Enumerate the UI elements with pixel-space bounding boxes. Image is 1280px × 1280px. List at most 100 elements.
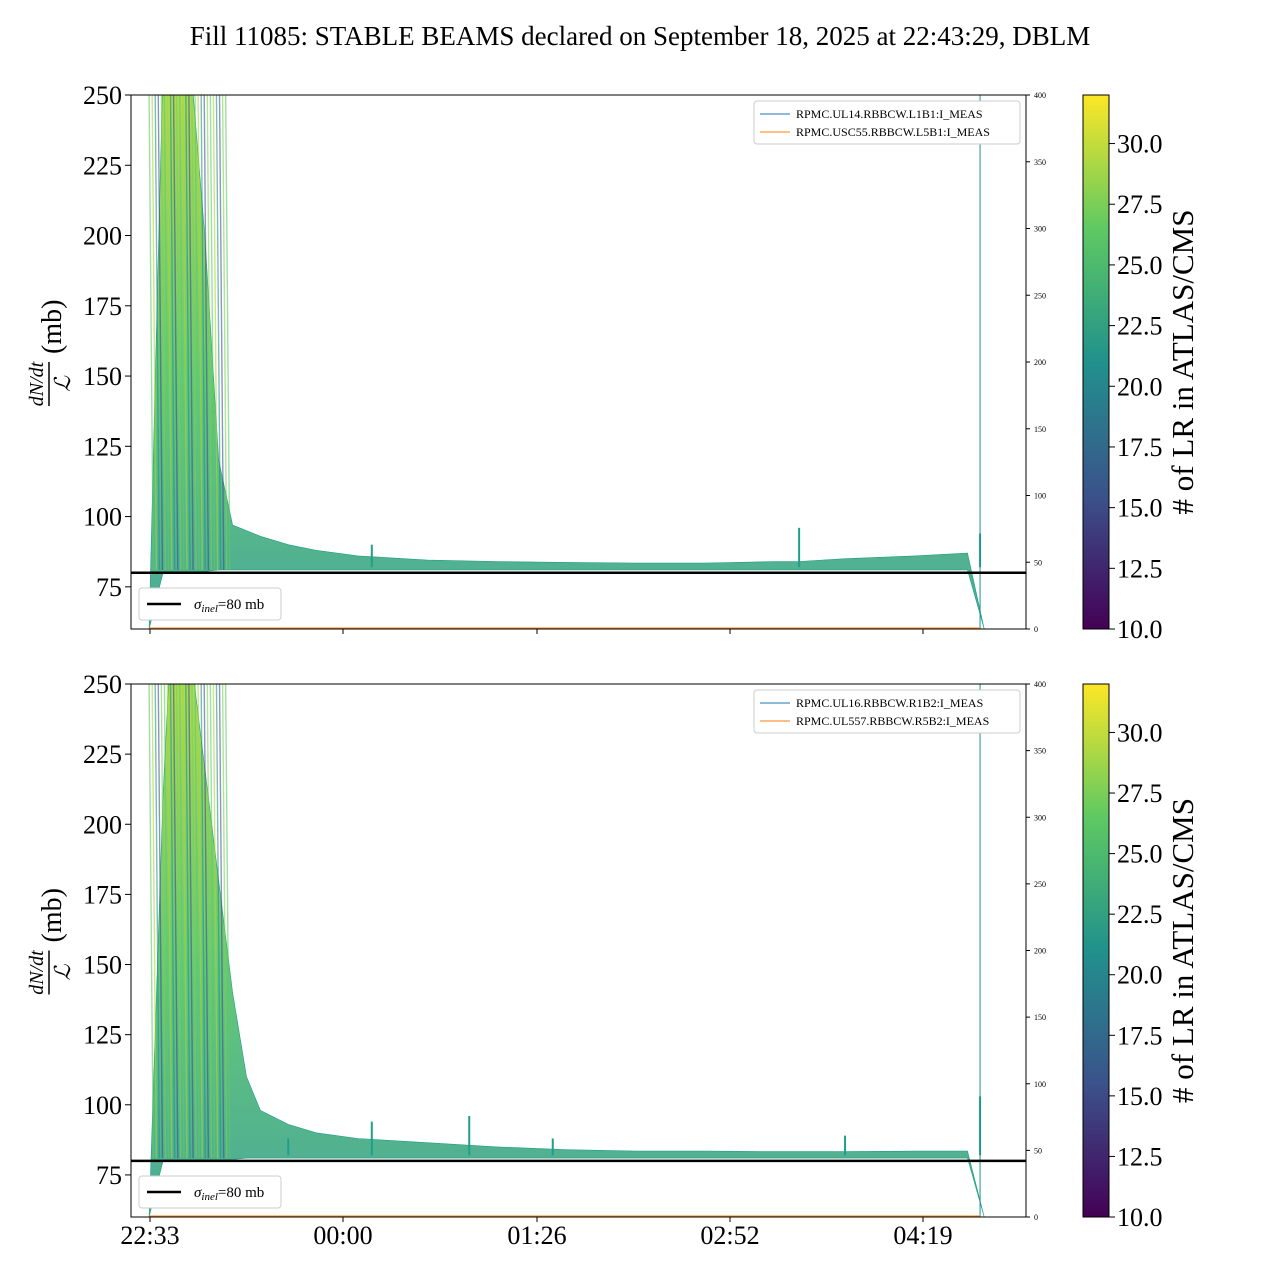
y-tick-label: 200 <box>83 222 122 251</box>
data-strand <box>212 95 219 570</box>
data-strand <box>172 95 179 570</box>
y2-tick-label: 400 <box>1034 91 1046 100</box>
x-tick-label: 02:52 <box>700 1221 759 1250</box>
reference-legend: σinel=80 mb <box>138 1175 282 1209</box>
early-strands <box>148 684 231 1159</box>
reference-legend-label: σinel=80 mb <box>194 597 264 615</box>
plot-area <box>148 684 1026 1217</box>
data-strand <box>160 684 167 1159</box>
bottom-panel: 75 100 125 150 175 200 225 250 0 50 100 150 200 250 30… <box>26 670 1200 1250</box>
y-tick-label: 250 <box>83 670 122 699</box>
data-strand <box>182 95 188 570</box>
data-strand <box>160 95 167 570</box>
data-strand <box>169 95 176 570</box>
colorbar-label: # of LR in ATLAS/CMS <box>1165 210 1200 515</box>
data-strand <box>224 684 231 1159</box>
y-label-unit: (mb) <box>37 300 68 354</box>
y-label-denominator: ℒ <box>50 963 75 980</box>
data-strand <box>203 684 210 1159</box>
reference-legend-box <box>138 1175 282 1209</box>
y2-tick-label: 400 <box>1034 680 1046 689</box>
data-strand <box>206 684 213 1159</box>
colorbar-tick-label: 25.0 <box>1117 251 1163 280</box>
y2-tick-label: 250 <box>1034 291 1046 300</box>
x-tick-label: 00:00 <box>313 1221 372 1250</box>
data-strand <box>209 95 216 570</box>
colorbar-tick-label: 20.0 <box>1117 372 1163 401</box>
colorbar-tick-label: 22.5 <box>1117 312 1163 341</box>
data-strand <box>224 95 231 570</box>
figure-title: Fill 11085: STABLE BEAMS declared on Sep… <box>190 21 1091 51</box>
y-tick-label: 250 <box>83 81 122 110</box>
data-strand <box>191 684 197 1159</box>
legend-label: RPMC.UL16.RBBCW.R1B2:I_MEAS <box>796 696 983 710</box>
y-tick-label: 225 <box>83 740 122 769</box>
colorbar-tick-label: 17.5 <box>1117 433 1163 462</box>
y-tick-label: 175 <box>83 880 122 909</box>
y-tick-label: 150 <box>83 362 122 391</box>
data-strand <box>215 684 222 1159</box>
y-tick-label: 125 <box>83 432 122 461</box>
colorbar-tick-label: 15.0 <box>1117 1082 1163 1111</box>
sigma-subscript: inel <box>201 603 218 615</box>
y2-tick-label: 100 <box>1034 1080 1046 1089</box>
data-strand <box>188 95 194 570</box>
y-tick-label: 150 <box>83 951 122 980</box>
data-strand <box>221 95 228 570</box>
colorbar-tick-label: 17.5 <box>1117 1021 1163 1050</box>
y2-tick-label: 50 <box>1034 1146 1042 1155</box>
early-strands <box>148 95 231 570</box>
legend-label: RPMC.UL14.RBBCW.L1B1:I_MEAS <box>796 107 983 121</box>
data-strand <box>172 684 179 1159</box>
colorbar-gradient <box>1082 683 1110 1218</box>
data-strand <box>191 95 197 570</box>
data-strand <box>163 95 170 570</box>
colorbar: 10.0 12.5 15.0 17.5 20.0 22.5 25.0 27.5 30.0 # of… <box>1082 94 1200 644</box>
x-tick-label: 04:19 <box>893 1221 952 1250</box>
y2-tick-label: 0 <box>1034 1213 1038 1222</box>
y2-tick-label: 350 <box>1034 158 1046 167</box>
data-strand <box>151 684 158 1159</box>
sigma-symbol: σ <box>194 1185 202 1201</box>
data-strand <box>157 95 164 570</box>
data-strand <box>212 684 219 1159</box>
data-strand <box>197 684 203 1159</box>
data-strand <box>151 95 158 570</box>
y-tick-label: 175 <box>83 292 122 321</box>
sigma-symbol: σ <box>194 597 202 613</box>
data-strand <box>200 684 207 1159</box>
y2-tick-label: 200 <box>1034 358 1046 367</box>
data-strand <box>185 95 191 570</box>
data-strand <box>194 95 200 570</box>
legend-label: RPMC.UL557.RBBCW.R5B2:I_MEAS <box>796 714 989 728</box>
y-tick-label: 225 <box>83 151 122 180</box>
legend-label: RPMC.USC55.RBBCW.L5B1:I_MEAS <box>796 125 990 139</box>
y-tick-label: 100 <box>83 1091 122 1120</box>
legend-box <box>753 689 1021 734</box>
y-label-numerator: dN/dt <box>26 950 48 995</box>
colorbar-tick-label: 22.5 <box>1117 900 1163 929</box>
data-strand <box>148 684 154 1159</box>
plot-area <box>148 95 1026 629</box>
y-tick-label: 200 <box>83 810 122 839</box>
data-strand <box>175 95 182 570</box>
y-tick-label: 75 <box>96 573 122 602</box>
data-strand <box>179 684 185 1159</box>
colorbar-tick-label: 20.0 <box>1117 961 1163 990</box>
series-legend: RPMC.UL16.RBBCW.R1B2:I_MEAS RPMC.UL557.RB… <box>753 689 1021 734</box>
y2-tick-label: 150 <box>1034 425 1046 434</box>
data-strand <box>206 95 213 570</box>
data-strand <box>175 684 182 1159</box>
x-tick-label: 01:26 <box>507 1221 566 1250</box>
y2-tick-label: 350 <box>1034 747 1046 756</box>
legend-box <box>753 100 1021 145</box>
y2-tick-label: 100 <box>1034 492 1046 501</box>
colorbar-tick-label: 12.5 <box>1117 1142 1163 1171</box>
colorbar-tick-label: 10.0 <box>1117 615 1163 644</box>
colorbar-label: # of LR in ATLAS/CMS <box>1165 798 1200 1103</box>
y2-tick-label: 150 <box>1034 1013 1046 1022</box>
y2-tick-label: 300 <box>1034 813 1046 822</box>
y-label-denominator: ℒ <box>50 375 75 392</box>
data-strand <box>169 684 176 1159</box>
colorbar-tick-label: 30.0 <box>1117 130 1163 159</box>
